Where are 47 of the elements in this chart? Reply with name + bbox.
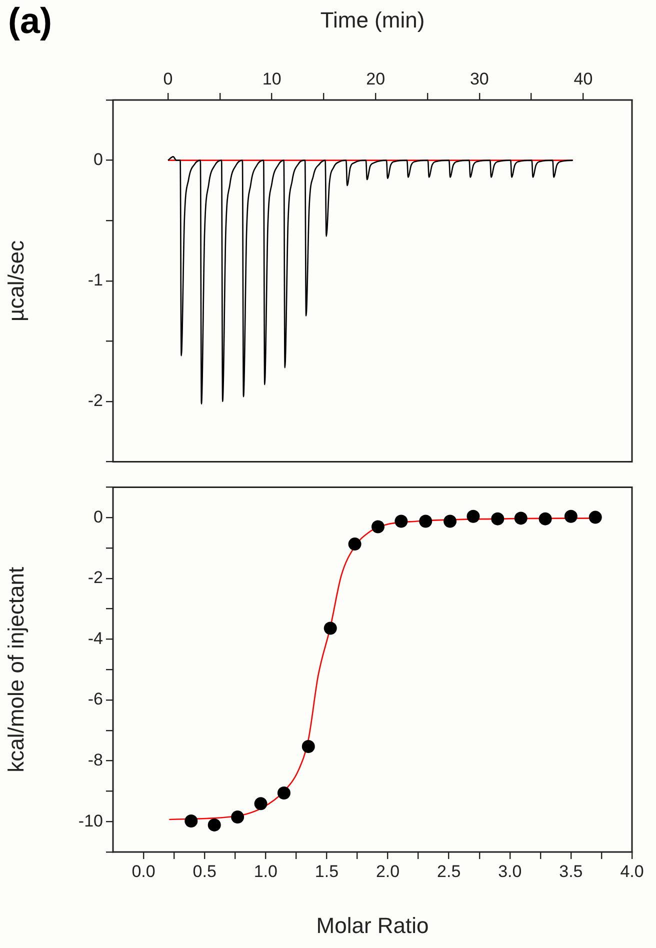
x-tick-label: 10 <box>262 69 282 88</box>
point <box>538 512 552 526</box>
point <box>184 814 198 828</box>
point <box>394 514 408 528</box>
point <box>231 810 244 824</box>
line-series <box>167 156 574 405</box>
y-tick-label: -6 <box>88 690 103 709</box>
x-tick-label: 2.0 <box>376 862 400 881</box>
point <box>564 510 578 523</box>
y-tick-label: -8 <box>88 750 103 770</box>
point <box>371 520 384 534</box>
x-tick-label: 30 <box>470 69 489 88</box>
point <box>466 510 480 523</box>
x-tick-label: 0.0 <box>132 862 156 881</box>
point <box>444 514 457 528</box>
point <box>588 510 602 524</box>
point <box>302 740 315 754</box>
y-axis-title: µcal/sec <box>3 240 28 322</box>
point <box>254 797 268 810</box>
point <box>324 622 337 635</box>
y-tick-label: 0 <box>94 507 103 526</box>
point <box>491 512 504 526</box>
x-axis-title: Molar Ratio <box>316 912 429 938</box>
y-tick-label: -1 <box>88 270 103 290</box>
x-tick-label: 3.0 <box>498 862 522 881</box>
chart-title: (a) <box>8 0 52 42</box>
y-tick-label: -2 <box>88 391 103 410</box>
x-axis-title: Time (min) <box>320 7 425 32</box>
point <box>277 786 290 800</box>
y-tick-label: 0 <box>94 150 103 169</box>
y-tick-label: -2 <box>88 568 103 588</box>
x-tick-label: 3.5 <box>559 862 583 881</box>
x-tick-label: 1.5 <box>314 862 339 881</box>
x-tick-label: 0 <box>163 69 173 88</box>
point <box>419 514 432 528</box>
point <box>514 512 528 525</box>
point <box>348 538 362 551</box>
x-tick-label: 40 <box>574 69 593 88</box>
x-tick-label: 1.0 <box>254 862 278 881</box>
x-tick-label: 4.0 <box>620 862 644 881</box>
y-tick-label: -4 <box>88 628 103 648</box>
x-tick-label: 0.5 <box>192 862 216 881</box>
y-axis-title: kcal/mole of injectant <box>3 566 28 772</box>
point <box>208 818 221 832</box>
y-tick-label: -10 <box>78 811 103 830</box>
x-tick-label: 20 <box>366 69 386 88</box>
x-tick-label: 2.5 <box>437 862 461 881</box>
